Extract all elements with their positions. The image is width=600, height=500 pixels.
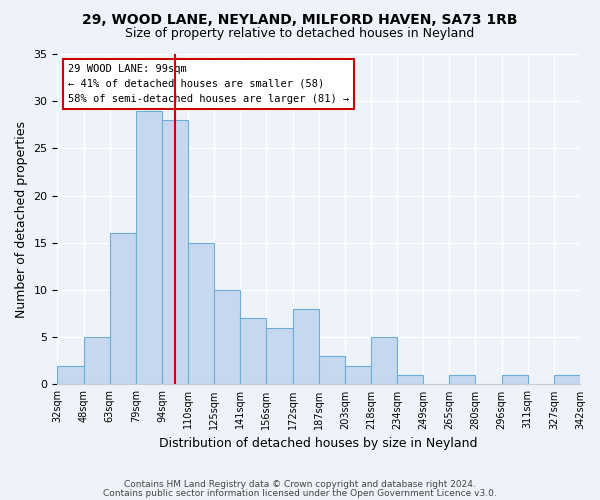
Text: 29, WOOD LANE, NEYLAND, MILFORD HAVEN, SA73 1RB: 29, WOOD LANE, NEYLAND, MILFORD HAVEN, S…	[82, 12, 518, 26]
Bar	[58, 366, 83, 384]
Bar	[502, 375, 528, 384]
Bar	[371, 337, 397, 384]
Text: Contains HM Land Registry data © Crown copyright and database right 2024.: Contains HM Land Registry data © Crown c…	[124, 480, 476, 489]
Bar	[449, 375, 475, 384]
X-axis label: Distribution of detached houses by size in Neyland: Distribution of detached houses by size …	[160, 437, 478, 450]
Bar	[554, 375, 580, 384]
Bar	[214, 290, 241, 384]
Bar	[188, 243, 214, 384]
Bar	[266, 328, 293, 384]
Text: Contains public sector information licensed under the Open Government Licence v3: Contains public sector information licen…	[103, 488, 497, 498]
Bar	[83, 337, 110, 384]
Bar	[241, 318, 266, 384]
Bar	[397, 375, 423, 384]
Bar	[110, 234, 136, 384]
Bar	[319, 356, 345, 384]
Bar	[162, 120, 188, 384]
Bar	[293, 309, 319, 384]
Y-axis label: Number of detached properties: Number of detached properties	[15, 120, 28, 318]
Bar	[136, 110, 162, 384]
Bar	[345, 366, 371, 384]
Text: 29 WOOD LANE: 99sqm
← 41% of detached houses are smaller (58)
58% of semi-detach: 29 WOOD LANE: 99sqm ← 41% of detached ho…	[68, 64, 349, 104]
Text: Size of property relative to detached houses in Neyland: Size of property relative to detached ho…	[125, 28, 475, 40]
